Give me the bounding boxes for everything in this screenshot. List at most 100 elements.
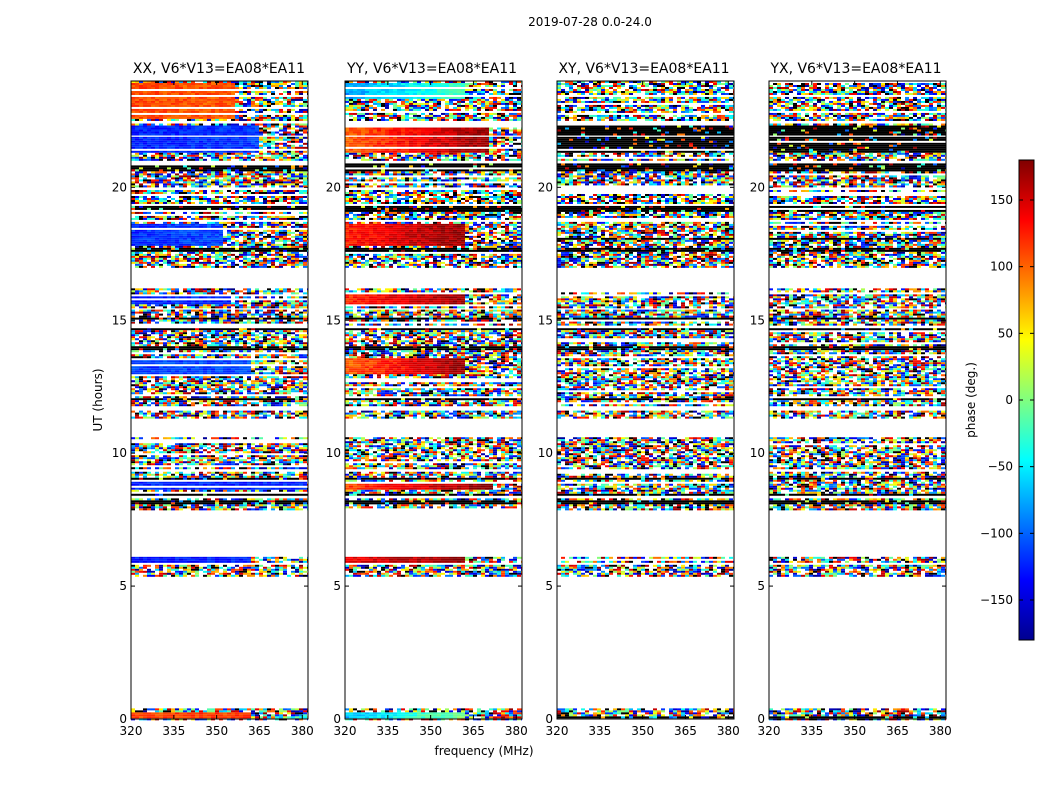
heatmap-cell <box>243 306 247 309</box>
heatmap-cell <box>143 207 147 210</box>
heatmap-cell <box>159 125 163 128</box>
heatmap-cell <box>219 400 223 403</box>
heatmap-cell <box>211 404 215 407</box>
heatmap-cell <box>279 108 283 111</box>
heatmap-cell <box>151 114 155 117</box>
heatmap-cell <box>131 390 135 393</box>
heatmap-cell <box>251 195 255 198</box>
heatmap-cell <box>251 370 255 373</box>
heatmap-cell <box>271 81 275 83</box>
heatmap-cell <box>187 247 191 250</box>
heatmap-cell <box>155 81 159 83</box>
heatmap-cell <box>235 304 239 307</box>
heatmap-cell <box>211 158 215 161</box>
heatmap-cell <box>275 217 279 220</box>
heatmap-cell <box>303 207 307 210</box>
heatmap-cell <box>159 175 163 178</box>
heatmap-cell <box>187 400 191 403</box>
heatmap-cell <box>235 311 239 314</box>
heatmap-cell <box>231 243 235 246</box>
heatmap-cell <box>243 81 247 83</box>
heatmap-cell <box>167 81 171 83</box>
heatmap-cell <box>163 253 167 256</box>
heatmap-cell <box>235 91 239 93</box>
heatmap-cell <box>179 368 183 371</box>
heatmap-cell <box>155 181 159 184</box>
heatmap-cell <box>203 241 207 244</box>
heatmap-cell <box>159 93 163 95</box>
heatmap-cell <box>263 158 267 161</box>
heatmap-cell <box>303 205 307 208</box>
heatmap-cell <box>191 152 195 155</box>
heatmap-cell <box>243 152 247 155</box>
heatmap-cell <box>131 221 135 224</box>
heatmap-cell <box>219 144 223 147</box>
heatmap-cell <box>155 142 159 145</box>
heatmap-cell <box>251 259 255 262</box>
heatmap-cell <box>175 265 179 268</box>
heatmap-cell <box>211 356 215 359</box>
heatmap-cell <box>191 225 195 228</box>
heatmap-cell <box>163 388 167 391</box>
heatmap-cell <box>159 354 163 357</box>
heatmap-cell <box>199 114 203 117</box>
heatmap-cell <box>287 108 291 111</box>
heatmap-cell <box>195 217 199 220</box>
heatmap-cell <box>147 129 151 132</box>
heatmap-cell <box>199 386 203 389</box>
heatmap-cell <box>203 328 207 331</box>
heatmap-cell <box>291 181 295 184</box>
heatmap-cell <box>199 181 203 184</box>
heatmap-cell <box>155 372 159 375</box>
heatmap-cell <box>183 340 187 343</box>
heatmap-cell <box>187 249 191 252</box>
heatmap-cell <box>239 315 243 318</box>
heatmap-cell <box>135 328 139 331</box>
heatmap-cell <box>279 330 283 333</box>
heatmap-cell <box>199 217 203 220</box>
heatmap-cell <box>187 304 191 307</box>
heatmap-cell <box>163 156 167 159</box>
heatmap-cell <box>239 136 243 139</box>
heatmap-cell <box>155 288 159 291</box>
heatmap-cell <box>211 235 215 238</box>
heatmap-cell <box>251 133 255 136</box>
heatmap-cell <box>267 114 271 117</box>
heatmap-cell <box>131 233 135 236</box>
heatmap-cell <box>215 249 219 252</box>
heatmap-cell <box>263 185 267 188</box>
heatmap-cell <box>211 144 215 147</box>
heatmap-cell <box>147 317 151 320</box>
heatmap-cell <box>303 104 307 107</box>
heatmap-cell <box>279 317 283 320</box>
heatmap-cell <box>155 304 159 307</box>
heatmap-cell <box>183 239 187 242</box>
heatmap-cell <box>143 191 147 194</box>
heatmap-cell <box>155 388 159 391</box>
heatmap-cell <box>171 197 175 200</box>
heatmap-cell <box>151 251 155 254</box>
heatmap-cell <box>279 225 283 228</box>
heatmap-cell <box>167 404 171 407</box>
heatmap-cell <box>231 215 235 218</box>
heatmap-cell <box>255 229 259 232</box>
heatmap-cell <box>143 309 147 312</box>
heatmap-cell <box>183 334 187 337</box>
heatmap-cell <box>215 354 219 357</box>
heatmap-cell <box>175 317 179 320</box>
heatmap-cell <box>211 179 215 182</box>
heatmap-cell <box>247 388 251 391</box>
heatmap-cell <box>147 207 151 210</box>
heatmap-cell <box>219 201 223 204</box>
heatmap-cell <box>271 247 275 250</box>
heatmap-cell <box>247 233 251 236</box>
heatmap-cell <box>139 207 143 210</box>
heatmap-cell <box>175 257 179 260</box>
heatmap-cell <box>159 319 163 322</box>
heatmap-cell <box>263 167 267 170</box>
heatmap-cell <box>179 87 183 89</box>
heatmap-cell <box>283 129 287 132</box>
heatmap-cell <box>183 309 187 312</box>
heatmap-cell <box>131 87 135 89</box>
heatmap-cell <box>243 384 247 387</box>
